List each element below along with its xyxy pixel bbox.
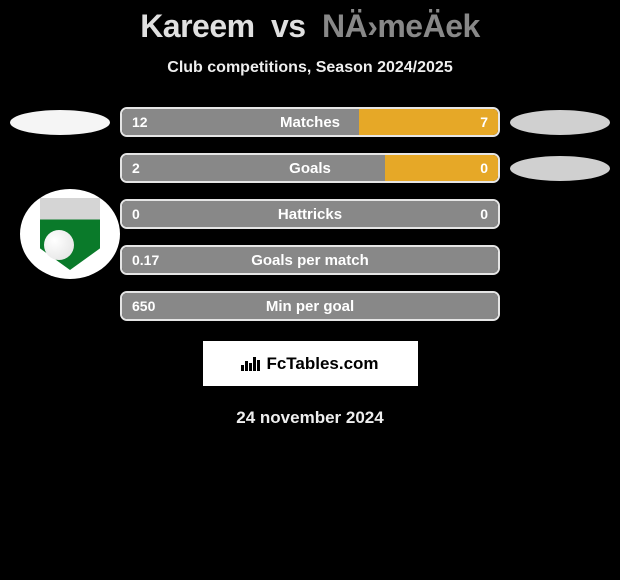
stat-label: Min per goal: [122, 293, 498, 319]
player1-name: Kareem: [140, 8, 254, 44]
stat-label: Goals per match: [122, 247, 498, 273]
fctables-watermark: FcTables.com: [203, 341, 418, 386]
stat-bar: Min per goal650: [120, 291, 500, 321]
player2-name: NÄ›meÄek: [322, 8, 480, 44]
stat-bar: Goals2 0: [120, 153, 500, 183]
stat-value-left: 650: [132, 293, 155, 319]
stat-row: Matches12 7: [0, 107, 620, 137]
player2-badge: [510, 294, 610, 319]
stat-value-right: 0: [480, 155, 488, 181]
stat-value-left: 12: [132, 109, 148, 135]
vs-label: vs: [271, 8, 306, 44]
stat-label: Matches: [122, 109, 498, 135]
stat-value-right: 7: [480, 109, 488, 135]
stat-row: Goals2 0: [0, 153, 620, 183]
stat-row: Min per goal650: [0, 291, 620, 321]
date-label: 24 november 2024: [0, 408, 620, 428]
stat-bar: Hattricks0 0: [120, 199, 500, 229]
stat-value-left: 2: [132, 155, 140, 181]
subtitle: Club competitions, Season 2024/2025: [0, 59, 620, 77]
barchart-icon: [241, 357, 260, 371]
stat-label: Hattricks: [122, 201, 498, 227]
site-name: FcTables.com: [266, 354, 378, 374]
stats-area: Matches127Goals20Hattricks00Goals per ma…: [0, 107, 620, 321]
player1-badge: [10, 294, 110, 319]
stat-bar: Matches12 7: [120, 107, 500, 137]
stat-label: Goals: [122, 155, 498, 181]
stat-value-right: 0: [480, 201, 488, 227]
stat-value-left: 0: [132, 201, 140, 227]
comparison-title: Kareem vs NÄ›meÄek: [0, 0, 620, 45]
player2-badge: [510, 248, 610, 273]
club-logo: [20, 189, 120, 279]
stat-bar: Goals per match0.17: [120, 245, 500, 275]
club-shield-icon: [40, 198, 100, 270]
player2-badge: [510, 110, 610, 135]
player2-badge: [510, 156, 610, 181]
player2-badge: [510, 202, 610, 227]
player1-badge: [10, 110, 110, 135]
stat-value-left: 0.17: [132, 247, 159, 273]
player1-badge: [10, 156, 110, 181]
